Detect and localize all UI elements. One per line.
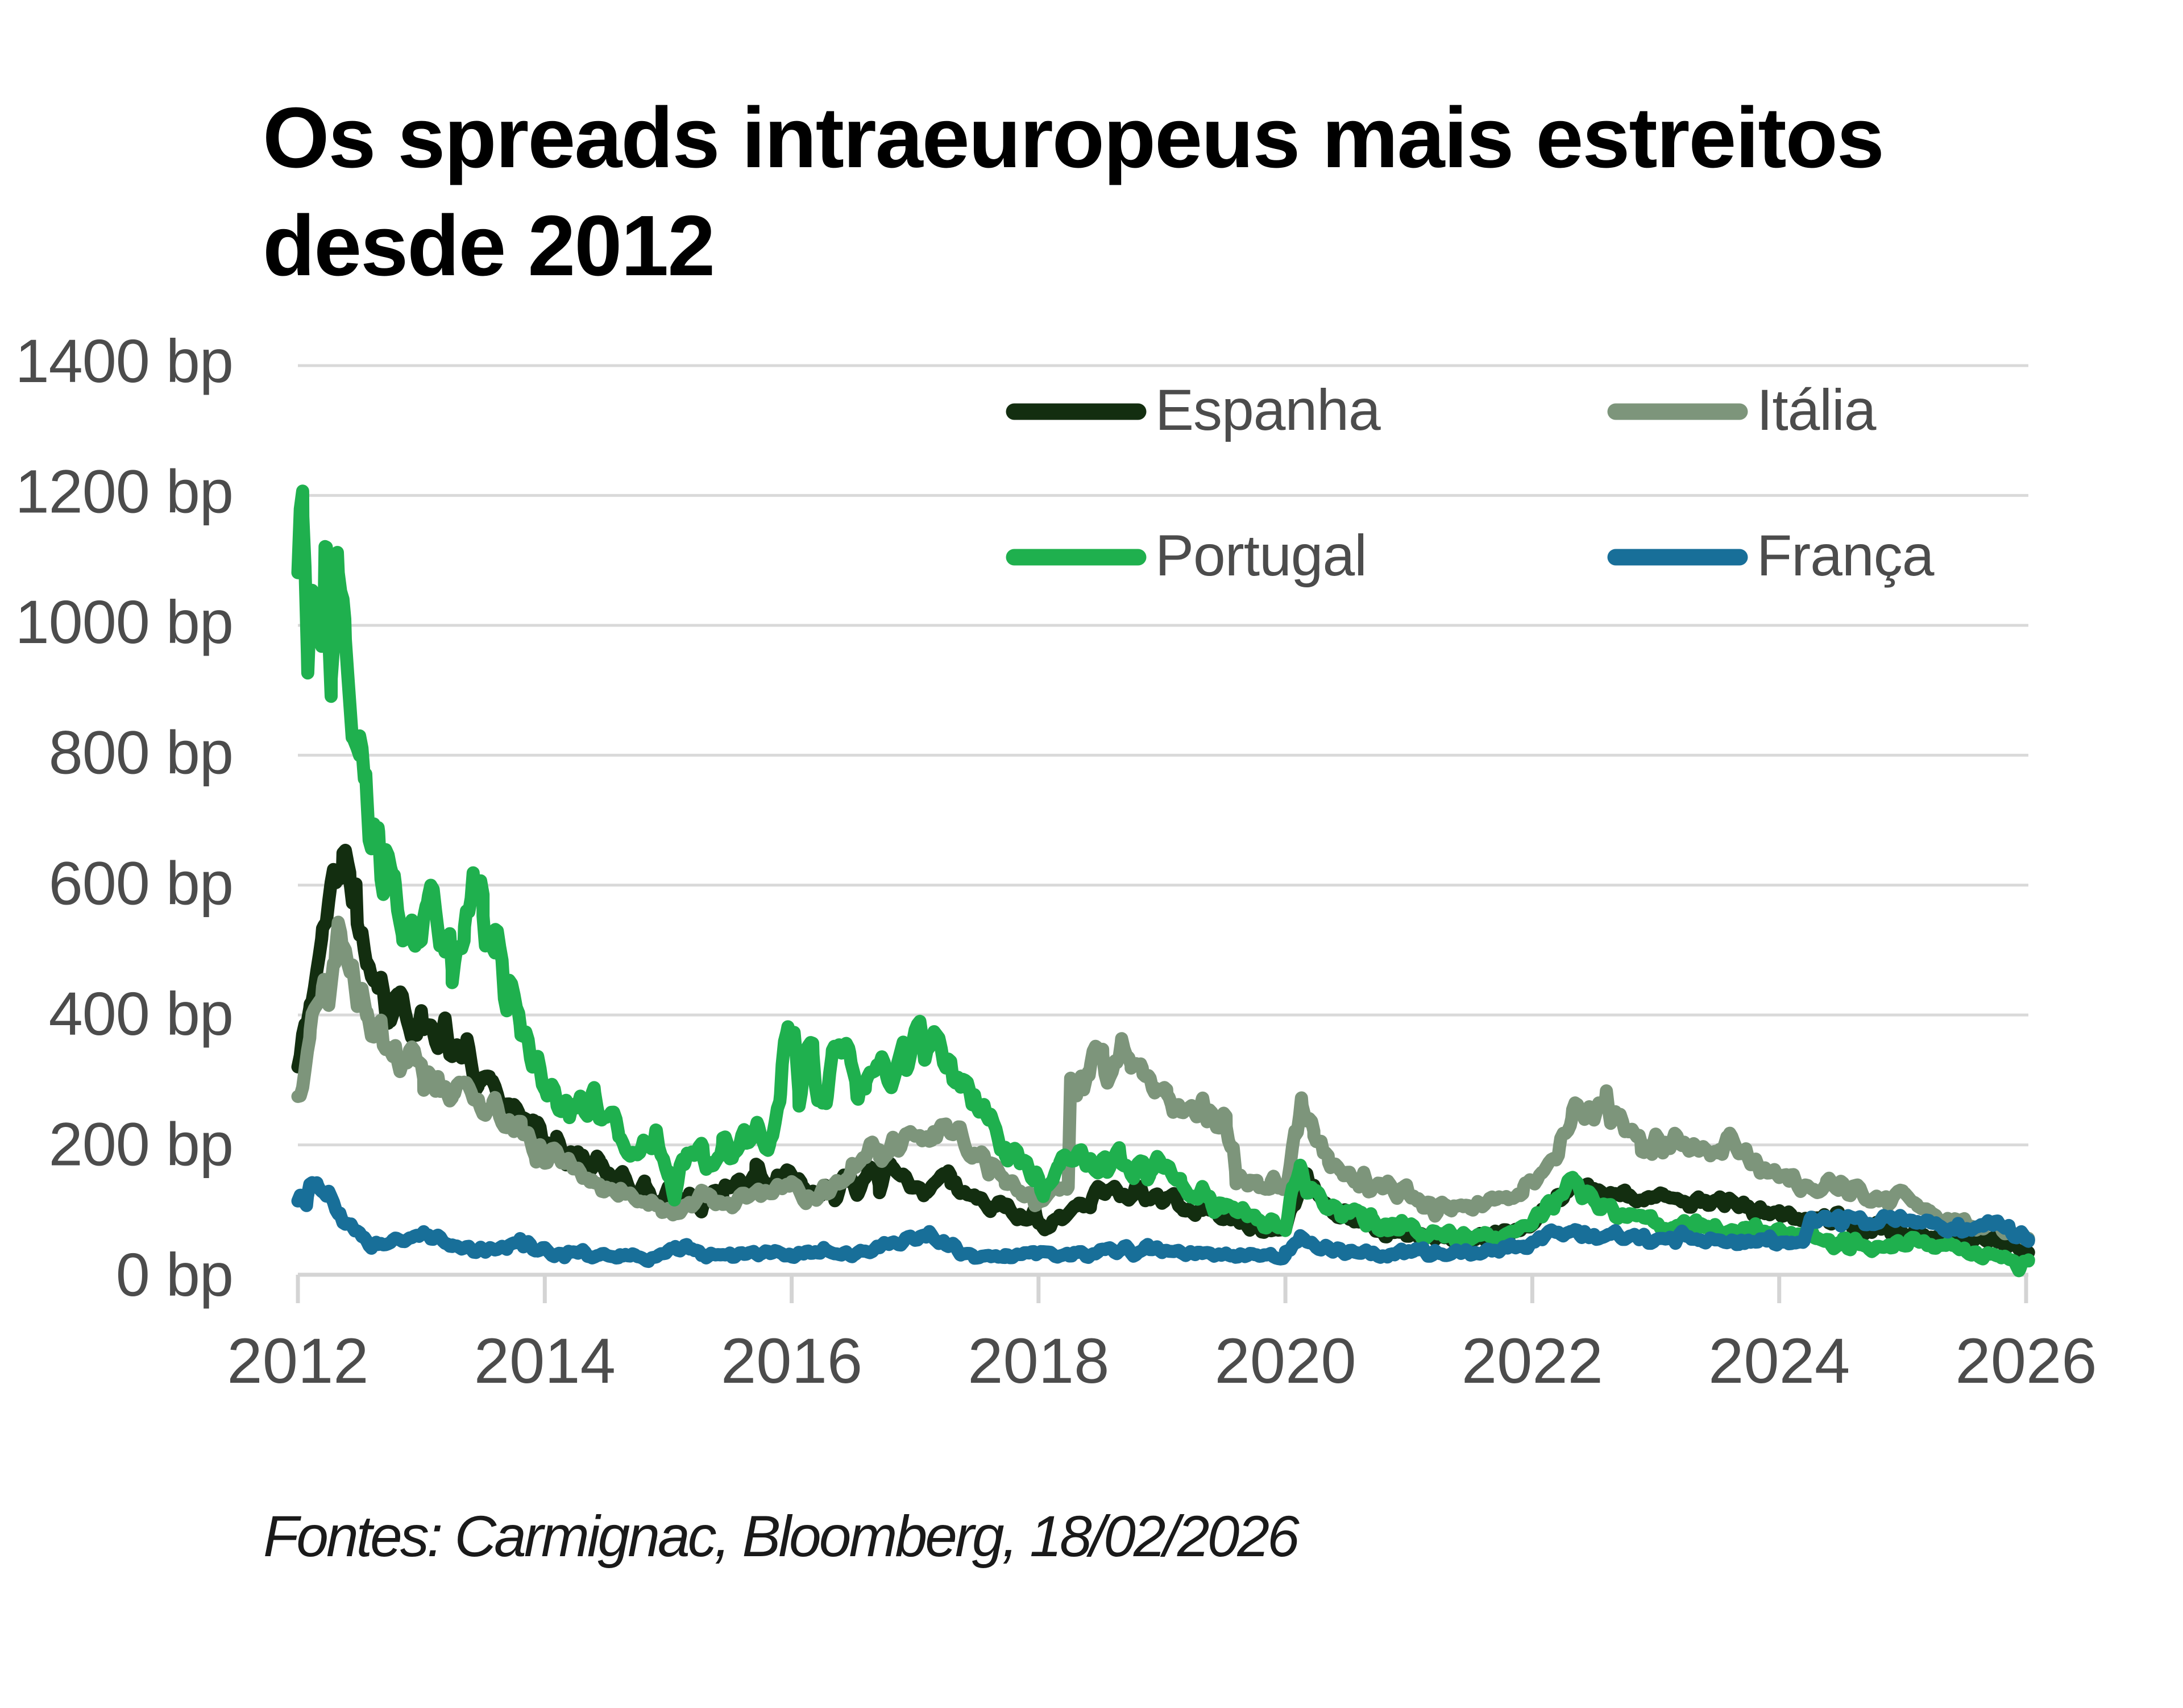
svg-text:2014: 2014 [474, 1325, 616, 1396]
svg-text:2012: 2012 [227, 1325, 368, 1396]
svg-text:800 bp: 800 bp [49, 718, 233, 787]
svg-text:2018: 2018 [968, 1325, 1109, 1396]
svg-text:Os spreads intraeuropeus mais: Os spreads intraeuropeus mais estreitos [263, 89, 1883, 185]
svg-text:2024: 2024 [1708, 1325, 1850, 1396]
svg-text:Itália: Itália [1757, 378, 1877, 442]
svg-text:1200 bp: 1200 bp [15, 457, 233, 526]
svg-text:400 bp: 400 bp [49, 979, 233, 1048]
svg-text:França: França [1757, 523, 1935, 588]
svg-text:2016: 2016 [721, 1325, 862, 1396]
svg-text:1400 bp: 1400 bp [15, 326, 233, 395]
svg-text:2022: 2022 [1462, 1325, 1603, 1396]
svg-text:Fontes: Carmignac, Bloomberg,: Fontes: Carmignac, Bloomberg, 18/02/2026 [263, 1504, 1300, 1569]
svg-text:desde 2012: desde 2012 [263, 197, 714, 293]
svg-text:Espanha: Espanha [1155, 378, 1381, 442]
svg-text:2026: 2026 [1955, 1325, 2097, 1396]
svg-text:200 bp: 200 bp [49, 1109, 233, 1178]
svg-text:2020: 2020 [1215, 1325, 1356, 1396]
svg-text:Portugal: Portugal [1155, 523, 1367, 588]
svg-text:1000 bp: 1000 bp [15, 587, 233, 656]
svg-text:0 bp: 0 bp [116, 1240, 233, 1309]
svg-text:600 bp: 600 bp [49, 848, 233, 917]
